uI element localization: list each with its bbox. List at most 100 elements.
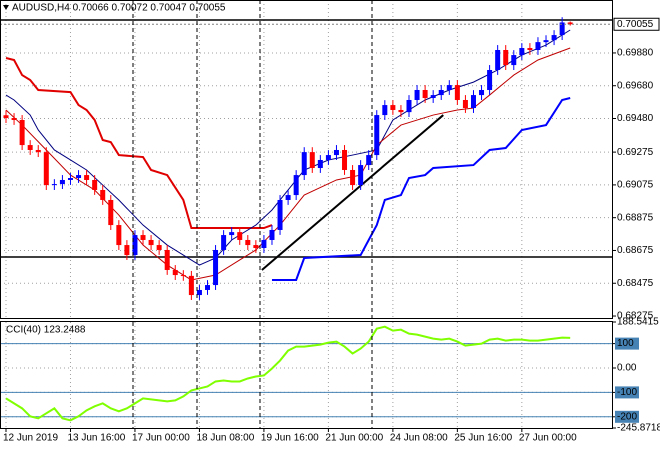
grid-layer bbox=[0, 0, 612, 428]
candle-body bbox=[156, 245, 162, 250]
candle-body bbox=[487, 69, 493, 90]
candle-body bbox=[43, 152, 49, 186]
y-tick-label: 100 bbox=[617, 338, 634, 349]
candle-body bbox=[358, 165, 364, 186]
current-price-box bbox=[613, 17, 660, 31]
candle-body bbox=[527, 48, 533, 50]
y-tick-label: 0.00 bbox=[617, 363, 637, 374]
candle-body bbox=[229, 232, 235, 236]
text-layer: AUDUSD,H4 0.70066 0.70072 0.70047 0.7005… bbox=[3, 3, 660, 444]
candle-body bbox=[59, 179, 65, 185]
candle-body bbox=[422, 89, 428, 99]
x-tick-label: 24 Jun 08:00 bbox=[390, 433, 448, 444]
level-label-box bbox=[615, 337, 639, 350]
indicator-line bbox=[271, 97, 571, 281]
candle-body bbox=[382, 105, 388, 116]
x-tick-label: 25 Jun 16:00 bbox=[454, 433, 512, 444]
y-tick-label: 0.69880 bbox=[617, 48, 654, 59]
candle-body bbox=[511, 55, 517, 66]
candle-body bbox=[567, 22, 573, 25]
trendline bbox=[261, 114, 444, 271]
candle-body bbox=[277, 199, 283, 230]
candle-body bbox=[535, 42, 541, 50]
candle-body bbox=[390, 105, 396, 110]
marks-layer bbox=[0, 17, 612, 422]
indicator-title: CCI(40) 123.2488 bbox=[6, 325, 86, 336]
candle-body bbox=[454, 85, 460, 100]
candle-body bbox=[269, 229, 275, 240]
candle-body bbox=[245, 239, 251, 246]
candle-body bbox=[51, 184, 57, 186]
candle-body bbox=[414, 89, 420, 100]
y-tick-label: -200 bbox=[617, 411, 637, 422]
candle-body bbox=[398, 109, 404, 113]
candle-body bbox=[333, 149, 339, 156]
candle-body bbox=[108, 199, 114, 226]
chart-header: AUDUSD,H4 0.70066 0.70072 0.70047 0.7005… bbox=[12, 3, 226, 14]
candle-body bbox=[503, 49, 509, 66]
y-tick-label: -245.8718 bbox=[617, 423, 660, 434]
candle-body bbox=[325, 155, 331, 160]
candle-body bbox=[342, 149, 348, 170]
cci-line bbox=[5, 325, 571, 422]
candle-body bbox=[100, 189, 106, 200]
candle-body bbox=[188, 275, 194, 296]
x-tick-label: 13 Jun 16:00 bbox=[67, 433, 125, 444]
indicator-line bbox=[5, 57, 273, 230]
y-tick-label: 0.68475 bbox=[617, 278, 654, 289]
candle-body bbox=[124, 245, 130, 256]
candle-body bbox=[205, 285, 210, 290]
candle-body bbox=[19, 119, 25, 146]
y-tick-label: 0.68275 bbox=[617, 311, 654, 322]
candle-body bbox=[430, 95, 436, 99]
y-tick-label: 0.69275 bbox=[617, 147, 654, 158]
candle-body bbox=[76, 175, 82, 179]
y-tick-label: 0.69680 bbox=[617, 80, 654, 91]
current-price-label: 0.70055 bbox=[617, 19, 654, 30]
x-tick-label: 12 Jun 2019 bbox=[3, 433, 58, 444]
candle-body bbox=[462, 99, 468, 109]
candle-body bbox=[84, 175, 90, 180]
level-label-box bbox=[615, 386, 639, 399]
x-tick-label: 21 Jun 00:00 bbox=[325, 433, 383, 444]
y-tick-label: 0.69480 bbox=[617, 113, 654, 124]
candle-body bbox=[196, 289, 202, 296]
candle-body bbox=[172, 269, 178, 276]
candle-body bbox=[519, 48, 525, 56]
candle-body bbox=[495, 49, 501, 70]
candle-body bbox=[374, 115, 380, 156]
candle-body bbox=[27, 145, 33, 150]
candle-body bbox=[559, 22, 565, 36]
x-tick-label: 18 Jun 08:00 bbox=[196, 433, 254, 444]
candle-body bbox=[237, 232, 243, 240]
y-tick-label: 0.69075 bbox=[617, 180, 654, 191]
candle-body bbox=[446, 85, 452, 90]
candle-body bbox=[148, 239, 154, 246]
candle-body bbox=[67, 178, 73, 180]
candle-body bbox=[543, 40, 549, 43]
candle-body bbox=[301, 152, 307, 176]
candle-body bbox=[116, 225, 122, 246]
candle-body bbox=[92, 179, 98, 190]
candle-body bbox=[140, 235, 146, 240]
candle-body bbox=[213, 249, 219, 286]
candle-body bbox=[293, 175, 299, 196]
x-tick-label: 17 Jun 00:00 bbox=[132, 433, 190, 444]
y-tick-label: -100 bbox=[617, 387, 637, 398]
candle-body bbox=[221, 235, 227, 250]
candle-body bbox=[470, 95, 476, 109]
candle-body bbox=[164, 249, 170, 270]
candle-body bbox=[253, 245, 259, 249]
candle-body bbox=[11, 118, 17, 120]
candle-body bbox=[551, 35, 557, 41]
x-tick-label: 19 Jun 16:00 bbox=[261, 433, 319, 444]
main-panel-frame bbox=[0, 0, 613, 319]
header-arrow bbox=[3, 5, 9, 10]
candle-body bbox=[285, 195, 291, 200]
y-tick-label: 0.68875 bbox=[617, 212, 654, 223]
x-tick-label: 27 Jun 00:00 bbox=[519, 433, 577, 444]
candle-body bbox=[309, 152, 315, 169]
y-tick-label: 188.5415 bbox=[617, 317, 659, 328]
